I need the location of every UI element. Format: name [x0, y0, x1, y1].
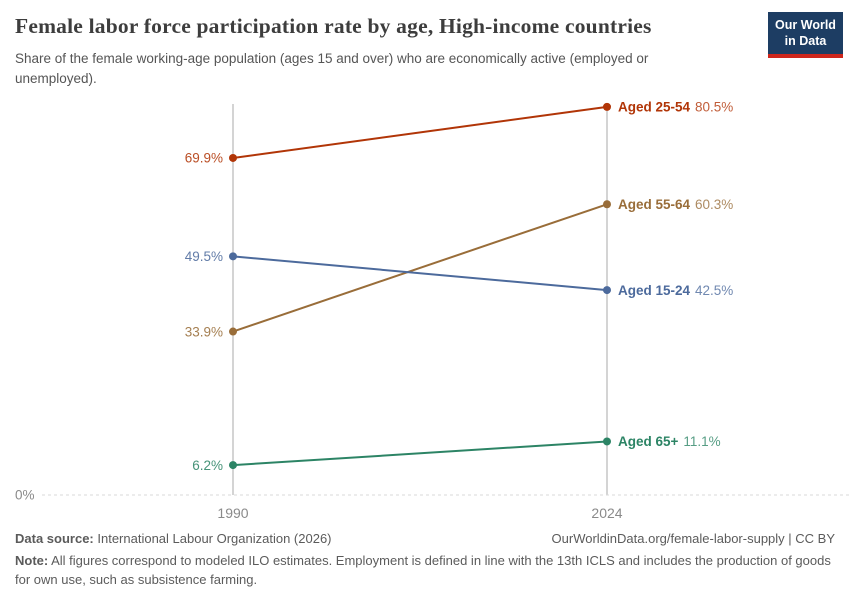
slope-chart: 0% 1990 2024 69.9% Aged 25-54 80.5% 33.9% Aged … — [15, 100, 850, 521]
series-point-aged-15-24-2024[interactable] — [603, 286, 611, 295]
y-tick-zero: 0% — [15, 488, 35, 503]
series-label-aged-55-64[interactable]: Aged 55-64 60.3% — [618, 197, 733, 212]
series-label-aged-15-24[interactable]: Aged 15-24 42.5% — [618, 283, 733, 298]
series-end-value-aged-55-64[interactable]: 60.3% — [695, 197, 733, 212]
series-label-aged-65[interactable]: Aged 65+ 11.1% — [618, 434, 721, 449]
owid-logo-line2: in Data — [784, 34, 827, 49]
series-point-aged-65-1990[interactable] — [229, 461, 237, 470]
chart-note-label: Note: — [15, 553, 49, 568]
series-point-aged-55-64-1990[interactable] — [229, 327, 237, 336]
series-end-value-aged-15-24[interactable]: 42.5% — [695, 283, 733, 298]
owid-logo-line1: Our World — [775, 18, 836, 32]
series-label-aged-25-54[interactable]: Aged 25-54 80.5% — [618, 100, 733, 115]
chart-note: Note: All figures correspond to modeled … — [15, 552, 839, 590]
series-point-aged-25-54-1990[interactable] — [229, 153, 237, 162]
owid-logo[interactable]: Our World in Data — [768, 12, 843, 58]
series-point-aged-25-54-2024[interactable] — [603, 102, 611, 111]
data-source: Data source: International Labour Organi… — [15, 531, 332, 546]
series-end-value-aged-65[interactable]: 11.1% — [683, 434, 720, 449]
canonical-link[interactable]: OurWorldinData.org/female-labor-supply |… — [551, 531, 835, 546]
series-point-aged-15-24-1990[interactable] — [229, 252, 237, 261]
series-line-aged-65[interactable] — [232, 440, 608, 467]
x-tick-1990: 1990 — [217, 505, 248, 521]
series-start-value-aged-55-64[interactable]: 33.9% — [185, 324, 223, 339]
series-point-aged-55-64-2024[interactable] — [603, 200, 611, 209]
data-source-label: Data source: — [15, 531, 94, 546]
series-end-value-aged-25-54[interactable]: 80.5% — [695, 100, 733, 115]
page-title: Female labor force participation rate by… — [15, 14, 652, 38]
data-source-text: International Labour Organization (2026) — [93, 531, 332, 546]
series-name-aged-65[interactable]: Aged 65+ — [618, 434, 679, 449]
series-point-aged-65-2024[interactable] — [603, 437, 611, 446]
series-start-value-aged-15-24[interactable]: 49.5% — [185, 249, 223, 264]
x-tick-2024: 2024 — [591, 505, 622, 521]
chart-subtitle: Share of the female working-age populati… — [15, 51, 649, 87]
series-start-value-aged-25-54[interactable]: 69.9% — [185, 151, 223, 166]
series-start-value-aged-65[interactable]: 6.2% — [192, 458, 223, 473]
series-line-aged-55-64[interactable] — [232, 203, 608, 333]
chart-note-text: All figures correspond to modeled ILO es… — [15, 553, 831, 587]
series-line-aged-15-24[interactable] — [232, 255, 608, 292]
series-name-aged-25-54[interactable]: Aged 25-54 — [618, 100, 691, 115]
series-name-aged-55-64[interactable]: Aged 55-64 — [618, 197, 691, 212]
series-line-aged-25-54[interactable] — [232, 105, 608, 159]
series-name-aged-15-24[interactable]: Aged 15-24 — [618, 283, 691, 298]
